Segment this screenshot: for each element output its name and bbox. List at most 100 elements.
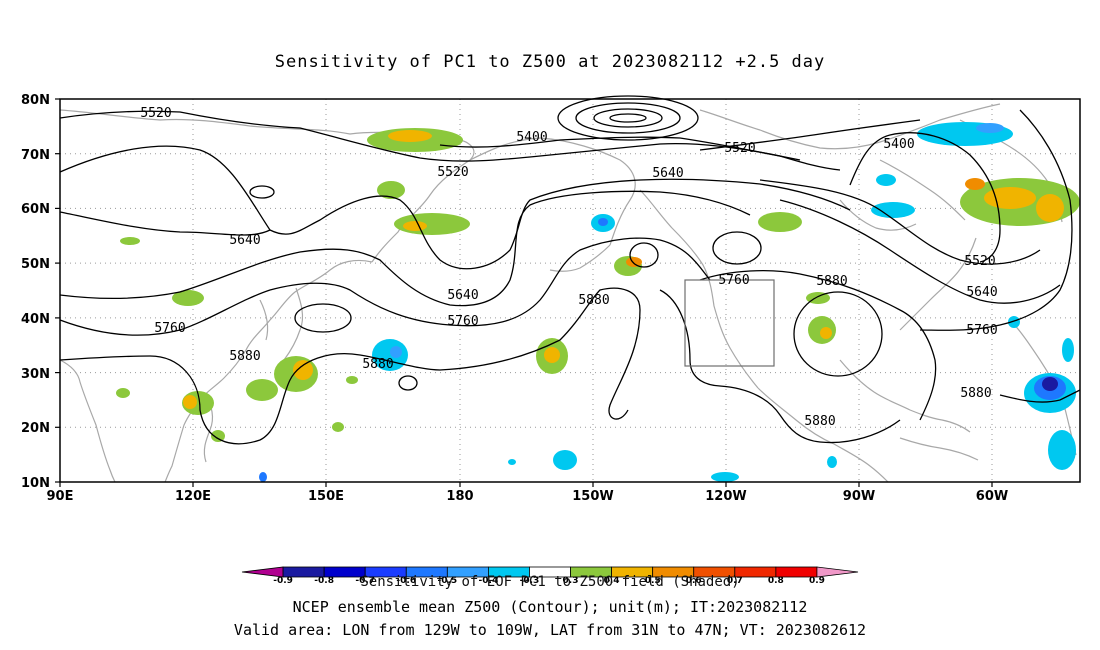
contour-label: 5400	[516, 130, 547, 145]
x-axis-labels: 90E 120E 150E 180 150W 120W 90W 60W	[47, 489, 1009, 504]
negative-region-central-america	[827, 456, 837, 468]
positive-region-japan-south-core	[293, 360, 313, 380]
contour-gulf-alaska-low	[629, 242, 659, 268]
contour-label: 5880	[804, 414, 835, 429]
colorbar-tick-label: -0.8	[314, 576, 334, 586]
colorbar-tick-label: -0.5	[437, 576, 457, 586]
x-axis-label: 120W	[705, 489, 746, 504]
contour-label: 5640	[447, 288, 478, 303]
positive-region-siberia-west	[120, 237, 140, 245]
contour-bc-low	[712, 231, 762, 265]
negative-region-caribbean-east	[1048, 430, 1076, 470]
colorbar-tick-label: -0.6	[396, 576, 416, 586]
map-frame	[59, 98, 1081, 483]
positive-region-ryukyu	[346, 376, 358, 384]
map-area: 5520 5400 5520 5520 5640 5640 5640 5760 …	[59, 95, 1081, 483]
contour-label: 5520	[140, 106, 171, 121]
contour-label: 5760	[154, 321, 185, 336]
coast-central-america	[757, 387, 889, 483]
contour-labels: 5520 5400 5520 5520 5640 5640 5640 5760 …	[140, 106, 997, 429]
y-axis-label: 80N	[21, 93, 50, 108]
positive-region-labrador-core-east	[1036, 194, 1064, 222]
contour-5880-atlantic	[999, 389, 1081, 403]
colorbar-tick-label: 0.3	[563, 576, 579, 586]
contour-label: 5520	[724, 141, 755, 156]
negative-region-atlantic-north	[1062, 338, 1074, 362]
contour-label: 5880	[960, 386, 991, 401]
contour-high-japan	[294, 303, 352, 333]
positive-region-labrador-core-west	[965, 178, 985, 190]
negative-region-mexico-pacific	[711, 472, 739, 482]
contour-low-4	[609, 113, 647, 123]
positive-region-gulf-of-alaska-core	[626, 257, 642, 267]
contour-label: 5520	[437, 165, 468, 180]
negative-region-hudson	[871, 202, 915, 218]
negative-region-nw-atlantic	[1008, 316, 1020, 328]
contour-5640-south	[59, 190, 751, 307]
coast-hudson	[879, 159, 966, 221]
coast-okhotsk	[245, 259, 373, 351]
z500-contours	[59, 95, 1081, 445]
contour-label: 5880	[229, 349, 260, 364]
negative-region-hawaii-south	[553, 450, 577, 470]
contour-label: 5760	[966, 323, 997, 338]
contour-label: 5640	[229, 233, 260, 248]
contour-label: 5880	[362, 357, 393, 372]
positive-region-labrador-core	[984, 187, 1036, 209]
coast-gulf	[839, 359, 971, 433]
negative-region-atlantic-core	[1042, 377, 1058, 391]
x-axis-label: 60W	[976, 489, 1008, 504]
footer-line-1: NCEP ensemble mean Z500 (Contour); unit(…	[292, 598, 808, 616]
axis-ticks	[55, 98, 993, 487]
map-background	[60, 99, 1080, 482]
contour-label: 5760	[447, 314, 478, 329]
x-axis-label: 150W	[572, 489, 613, 504]
colorbar-tick-label: -0.7	[355, 576, 375, 586]
coast-india	[59, 359, 116, 483]
contour-5640-east	[779, 199, 1061, 304]
x-axis-label: 150E	[308, 489, 344, 504]
coast-korea	[259, 299, 269, 341]
coastlines	[59, 103, 1077, 483]
y-axis-labels: 80N 70N 60N 50N 40N 30N 20N 10N	[21, 93, 50, 491]
positive-region-east-china	[246, 379, 278, 401]
negative-region-central-pacific-south	[508, 459, 516, 465]
y-axis-label: 10N	[21, 476, 50, 491]
positive-region-manchuria	[172, 290, 204, 306]
y-axis-label: 40N	[21, 312, 50, 327]
contour-small-high	[398, 375, 418, 391]
colorbar-tick-label: -0.3	[520, 576, 540, 586]
negative-region-philippine-sea	[259, 472, 267, 482]
y-axis-label: 30N	[21, 367, 50, 382]
positive-region-canada	[758, 212, 802, 232]
negative-region-hudson-north	[876, 174, 896, 186]
contour-label: 5520	[964, 254, 995, 269]
y-axis-label: 60N	[21, 202, 50, 217]
contour-label: 5760	[718, 273, 749, 288]
colorbar-tick-label: 0.4	[604, 576, 620, 586]
positive-region-bering-core	[403, 221, 427, 231]
coast-caribbean	[899, 437, 979, 461]
colorbar-tick-label: 0.5	[645, 576, 661, 586]
coast-alaska	[469, 137, 636, 246]
negative-region-west-pacific-core	[390, 346, 402, 358]
positive-region-india-east	[116, 388, 130, 398]
contour-5760-east	[699, 269, 937, 421]
colorbar-tick-label: -0.4	[479, 576, 499, 586]
contour-5760-atlantic	[919, 109, 1073, 331]
contour-label: 5880	[816, 274, 847, 289]
contour-low-3	[593, 108, 663, 128]
coast-east-north-america	[899, 237, 977, 331]
coast-arctic-archipelago	[699, 103, 1001, 150]
valid-area-box	[684, 279, 775, 367]
contour-label: 5640	[652, 166, 683, 181]
x-axis-label: 120E	[175, 489, 211, 504]
contour-5880-high-us	[793, 291, 883, 377]
footer-line-2: Valid area: LON from 129W to 109W, LAT f…	[233, 621, 867, 639]
colorbar-tick-label: 0.9	[809, 576, 825, 586]
colorbar-tick-label: 0.6	[686, 576, 702, 586]
contour-5400-north	[439, 136, 801, 161]
contour-label: 5880	[578, 293, 609, 308]
x-axis-label: 180	[446, 489, 473, 504]
